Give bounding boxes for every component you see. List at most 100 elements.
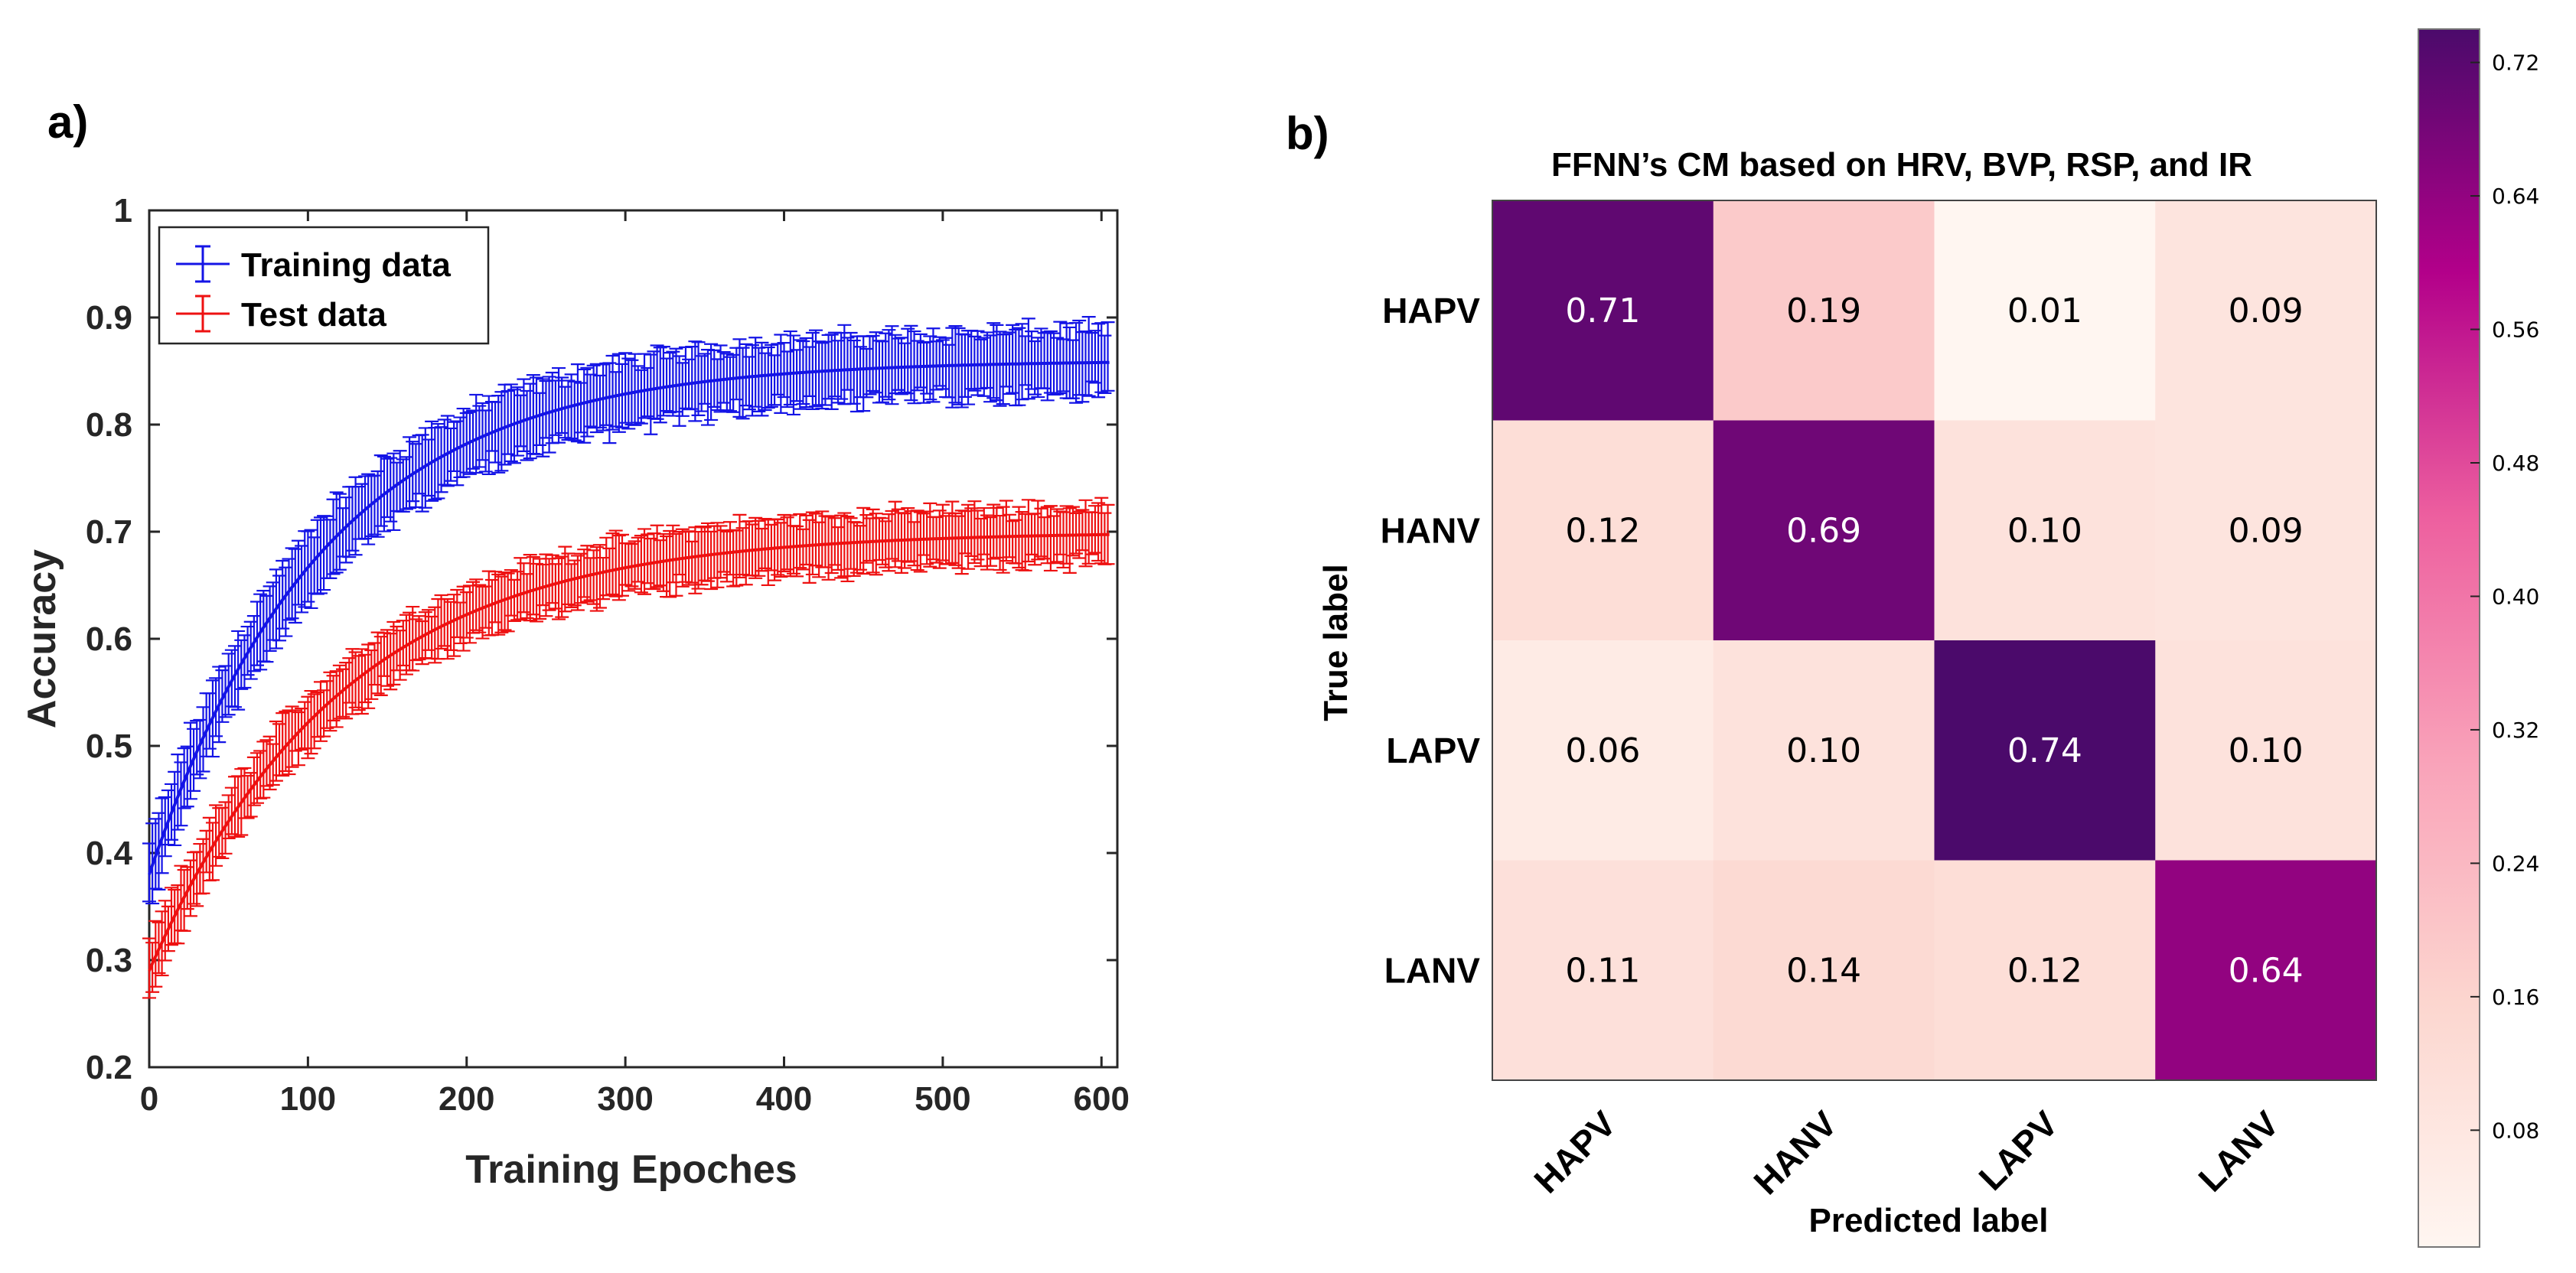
y-tick-label: 0.2 — [86, 1049, 132, 1086]
cm-row-labels: HAPV HANV LAPV LANV — [1381, 291, 1481, 991]
error-bar — [739, 343, 753, 407]
legend: Training data Test data — [158, 226, 490, 345]
error-bar — [462, 411, 477, 475]
error-bar — [948, 325, 963, 404]
error-bar — [348, 651, 363, 708]
error-bar — [650, 524, 664, 588]
error-bar — [799, 514, 814, 566]
cm-cell-value: 0.11 — [1565, 951, 1640, 990]
error-bar — [168, 770, 182, 847]
error-bar — [428, 606, 442, 664]
error-bar — [771, 518, 785, 576]
legend-label-test: Test data — [241, 296, 386, 334]
error-bar — [390, 625, 404, 672]
error-bar — [634, 369, 648, 425]
legend-marker-training — [176, 245, 230, 283]
x-axis: 0 100 200 300 400 500 600 — [140, 210, 1130, 1118]
error-bar — [932, 510, 947, 569]
error-bar — [932, 336, 947, 387]
series-training — [142, 315, 1115, 905]
error-bar — [827, 517, 842, 566]
cm-cell-value: 0.09 — [2229, 291, 2304, 330]
error-bar — [831, 526, 846, 571]
error-bar — [243, 620, 258, 680]
error-bar — [641, 366, 655, 418]
error-bar — [504, 568, 518, 617]
error-bar — [329, 491, 344, 574]
error-bar — [564, 373, 579, 440]
legend-marker-test — [176, 295, 230, 333]
error-bar — [1069, 512, 1084, 555]
error-bar — [348, 476, 363, 556]
error-bar — [780, 350, 794, 409]
error-bar — [1056, 511, 1071, 569]
colorbar-ticks: 0.72 0.64 0.56 0.48 0.40 0.32 0.24 0.16 0.08 — [2470, 50, 2539, 1143]
error-bar — [691, 530, 706, 590]
cm-cell — [1713, 200, 1935, 421]
colorbar-tick-label: 0.08 — [2492, 1118, 2539, 1143]
cm-row-label: HANV — [1381, 510, 1481, 550]
error-bar — [1087, 505, 1102, 554]
error-bar — [221, 653, 236, 716]
error-bar — [472, 405, 487, 468]
error-bar — [285, 705, 299, 768]
error-bar — [165, 887, 179, 946]
error-bar — [999, 333, 1013, 388]
colorbar-tick-label: 0.64 — [2492, 184, 2539, 209]
error-bar — [1053, 321, 1068, 395]
error-bar — [964, 507, 979, 558]
error-bar — [910, 340, 924, 392]
error-bar — [1009, 519, 1023, 565]
cm-cell-value: 0.74 — [2007, 731, 2082, 770]
error-bar — [840, 337, 855, 391]
error-bar — [948, 512, 963, 566]
error-bar — [377, 455, 391, 532]
error-bar — [697, 353, 712, 405]
error-bar — [986, 322, 1001, 399]
colorbar-tick-label: 0.56 — [2492, 317, 2539, 343]
error-bar — [1028, 340, 1042, 396]
error-bar — [358, 653, 373, 704]
error-bar — [396, 620, 410, 667]
error-bar — [240, 625, 255, 676]
cm-cell — [1934, 640, 2156, 861]
error-bar — [279, 710, 293, 773]
error-bar — [383, 633, 398, 691]
error-bar — [1050, 508, 1065, 563]
error-bar — [685, 540, 699, 584]
error-bar — [501, 389, 515, 455]
error-bar — [548, 563, 562, 610]
error-bar — [323, 519, 337, 580]
error-bar — [748, 337, 763, 408]
error-bar — [447, 594, 461, 657]
x-tick-label: 300 — [597, 1080, 653, 1118]
error-bar — [431, 422, 445, 500]
error-bar — [990, 324, 1004, 402]
error-bar — [425, 420, 439, 502]
error-bar — [1075, 509, 1090, 552]
error-bar — [364, 649, 379, 700]
error-bar — [704, 530, 719, 591]
cm-cell-value: 0.64 — [2229, 951, 2304, 990]
error-bar — [967, 335, 982, 392]
error-bar — [567, 559, 582, 607]
error-bar — [1021, 499, 1035, 563]
cm-cell-value: 0.10 — [2007, 511, 2082, 550]
error-bar — [196, 838, 210, 894]
error-bar — [393, 630, 407, 681]
cm-y-axis-title: True label — [1317, 564, 1355, 721]
error-bar — [755, 341, 769, 417]
error-bar — [406, 441, 420, 503]
error-bar — [758, 352, 772, 412]
error-bar — [313, 516, 328, 594]
error-bar — [227, 645, 242, 708]
error-bar — [396, 458, 410, 513]
error-bar — [768, 354, 782, 406]
colorbar-tick-label: 0.32 — [2492, 718, 2539, 743]
error-bar — [1069, 321, 1084, 404]
error-bar — [961, 503, 976, 570]
error-bar — [920, 510, 934, 565]
error-bar — [304, 689, 318, 755]
error-bar — [570, 555, 585, 611]
error-bar — [276, 559, 290, 630]
